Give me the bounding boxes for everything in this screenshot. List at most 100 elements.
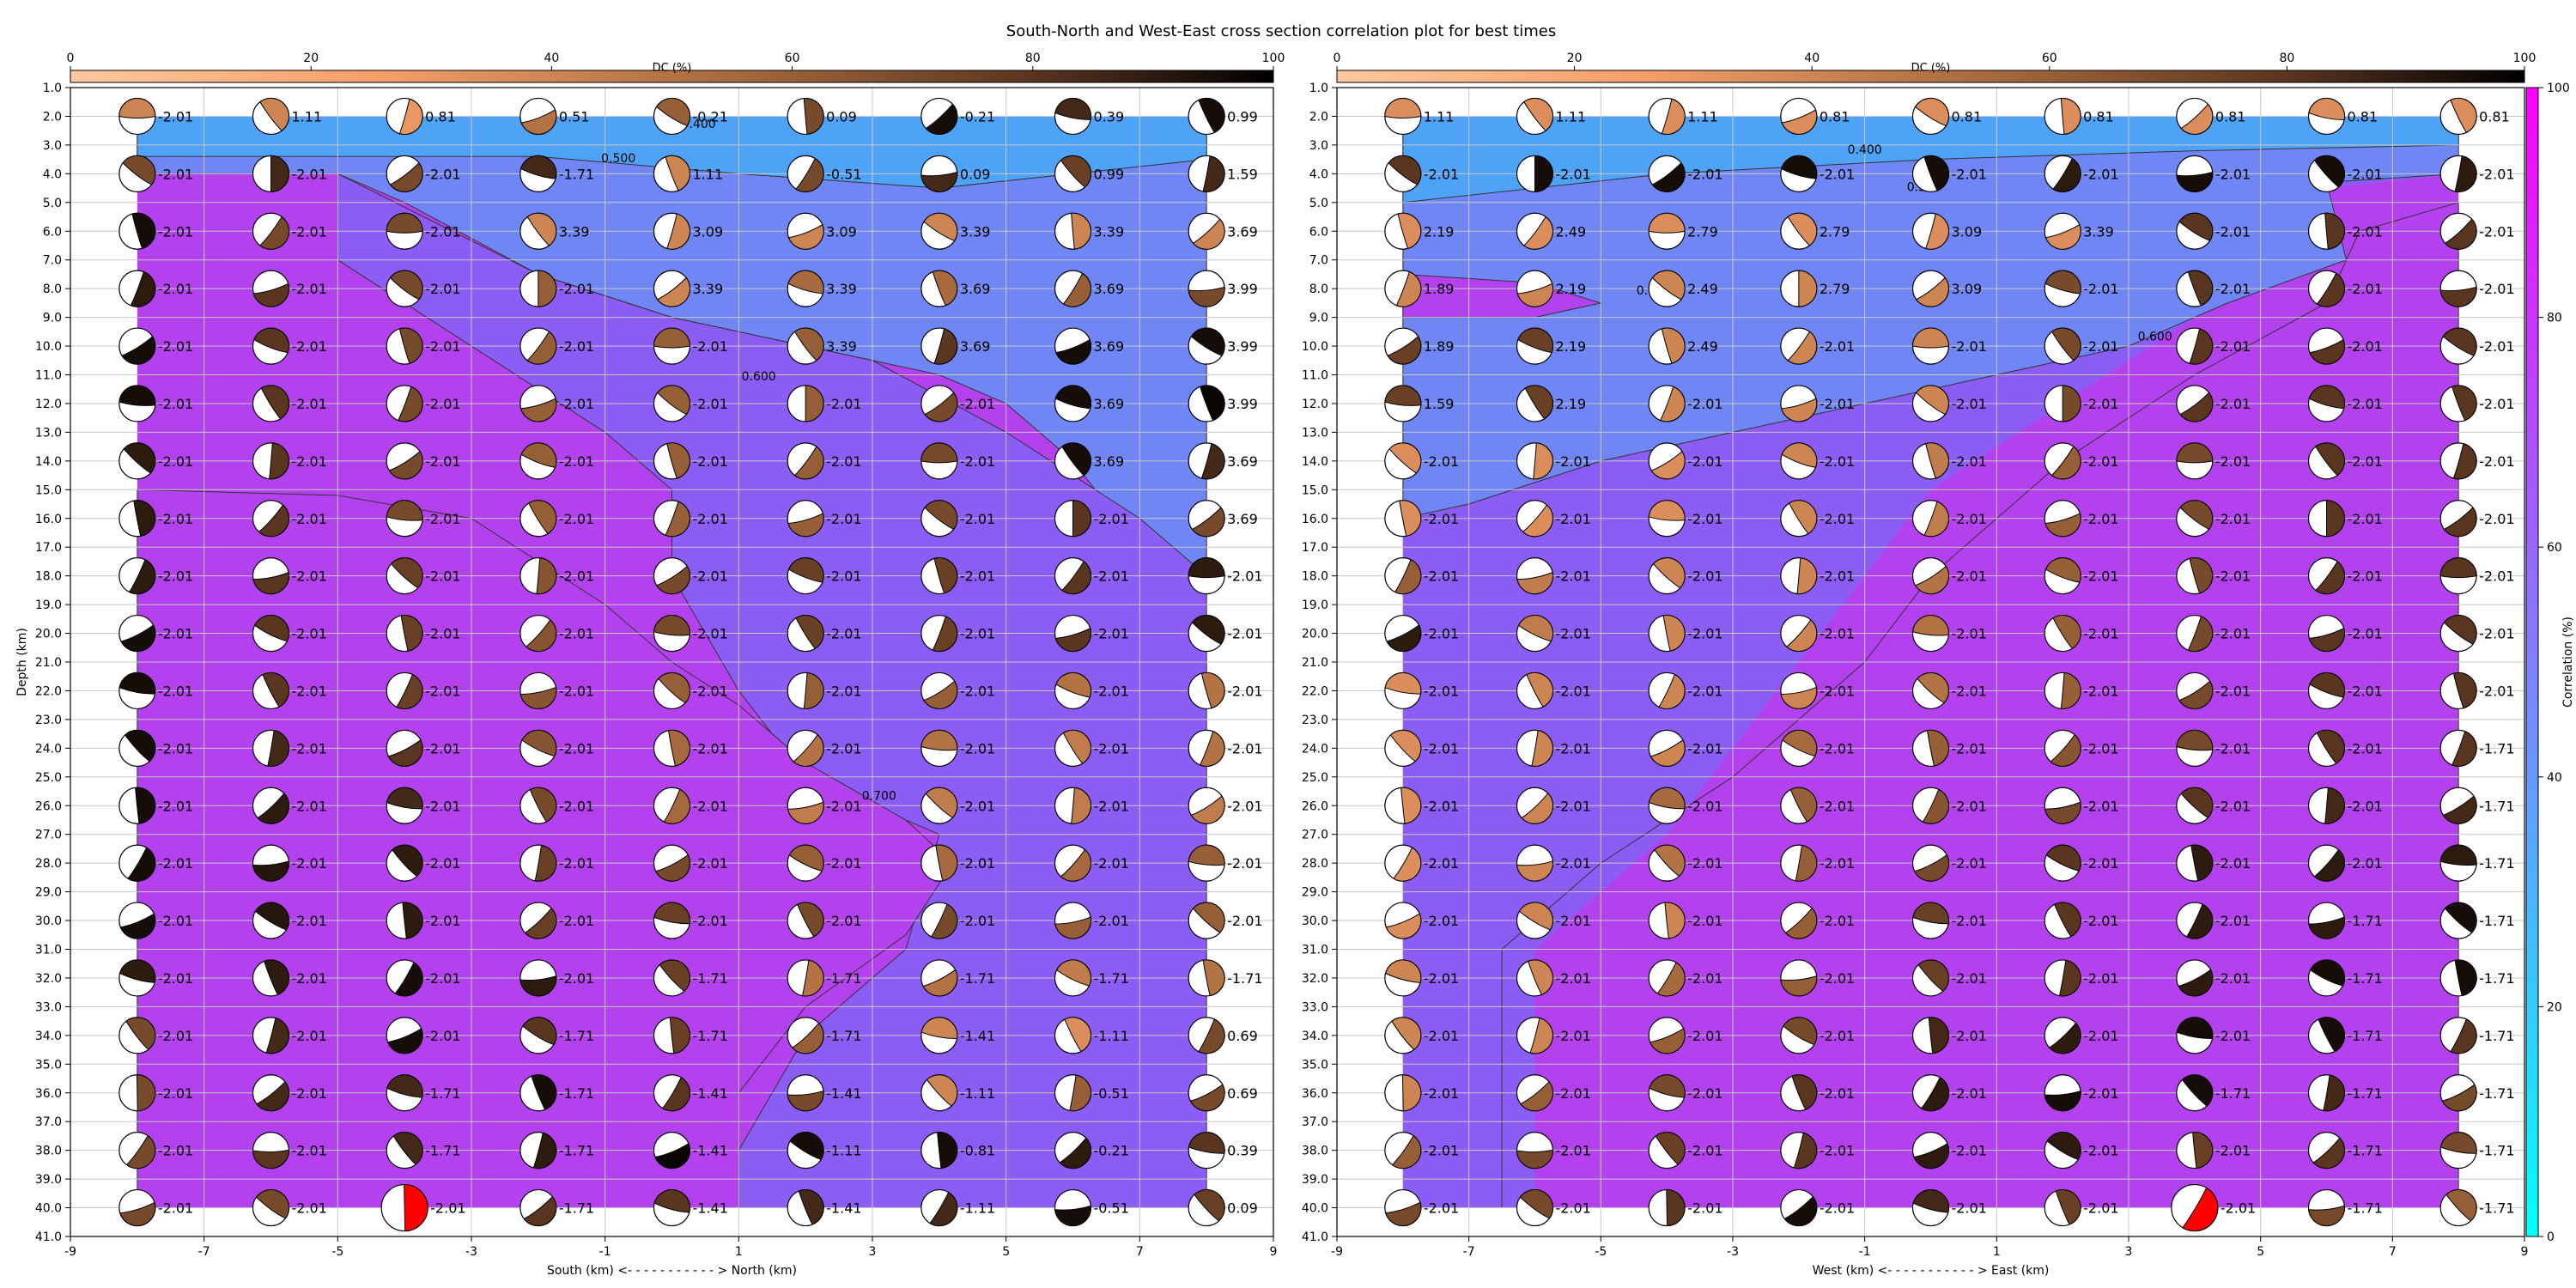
time-label: -2.01 [425, 798, 460, 814]
beachball [1911, 959, 1950, 997]
beachball [118, 327, 156, 365]
beachball [1648, 1188, 1686, 1227]
beachball [1516, 1074, 1554, 1112]
time-label: -2.01 [158, 281, 193, 297]
y-tick-label: 19.0 [1302, 598, 1328, 612]
y-tick-label: 31.0 [35, 944, 62, 957]
time-label: -2.01 [1424, 568, 1459, 585]
x-tick-label: 9 [1270, 1245, 1278, 1259]
time-label: -2.01 [559, 683, 594, 699]
beachball [519, 902, 557, 939]
time-label: -2.01 [292, 166, 327, 182]
y-tick-label: 36.0 [1302, 1087, 1328, 1101]
time-label: -2.01 [425, 396, 460, 412]
beachball [2176, 97, 2214, 136]
time-label: -2.01 [1687, 855, 1722, 872]
time-label: 1.11 [292, 108, 323, 125]
time-label: -2.01 [693, 740, 728, 756]
beachball [2307, 385, 2346, 422]
time-label: -2.01 [1952, 683, 1987, 699]
beachball [920, 212, 958, 250]
time-label: -2.01 [826, 855, 861, 872]
beachball [519, 844, 557, 882]
beachball [118, 787, 156, 824]
beachball [1384, 1132, 1422, 1170]
contour-label: 0.400 [1848, 143, 1882, 157]
time-label: -2.01 [158, 740, 193, 756]
time-label: -1.41 [693, 1200, 728, 1217]
time-label: -2.01 [1556, 740, 1591, 756]
beachball [2439, 155, 2477, 192]
time-label: -2.01 [2083, 740, 2118, 756]
time-label: -2.01 [1556, 798, 1591, 814]
time-label: -1.71 [425, 1085, 460, 1102]
beachball [118, 1017, 156, 1054]
beachball [1516, 500, 1554, 538]
beachball [2176, 614, 2214, 653]
beachball [519, 1188, 557, 1227]
time-label: -2.01 [2215, 396, 2251, 412]
beachball [1054, 97, 1092, 136]
y-tick-label: 38.0 [35, 1145, 62, 1158]
time-label: -2.01 [425, 223, 460, 240]
corr-tick-label: 40 [2547, 771, 2562, 785]
time-label: -2.01 [559, 338, 594, 355]
beachball [787, 1074, 824, 1112]
y-tick-label: 35.0 [1302, 1058, 1328, 1072]
time-label: 3.69 [960, 338, 991, 355]
time-label: -2.01 [1952, 913, 1987, 929]
beachball [1516, 729, 1554, 767]
beachball [920, 729, 958, 767]
beachball [386, 1074, 423, 1112]
beachball [519, 212, 557, 250]
beachball [1516, 671, 1554, 710]
time-label: -2.01 [425, 683, 460, 699]
beachball [2439, 557, 2477, 595]
beachball [386, 902, 423, 939]
time-label: -2.01 [1424, 683, 1459, 699]
time-label: -2.01 [559, 626, 594, 642]
beachball [252, 385, 290, 422]
time-label: -1.71 [960, 970, 995, 987]
time-label: -2.01 [1556, 1200, 1591, 1217]
y-tick-label: 13.0 [1302, 426, 1328, 440]
beachball [1054, 270, 1092, 307]
time-label: 2.19 [1556, 396, 1587, 412]
time-label: 0.81 [1952, 108, 1983, 125]
beachball [1516, 212, 1554, 250]
beachball [2439, 729, 2477, 767]
beachball [1516, 327, 1554, 365]
time-label: -2.01 [425, 453, 460, 470]
beachball [1780, 500, 1818, 538]
time-label: -2.01 [2215, 338, 2251, 355]
time-label: 3.99 [1227, 338, 1258, 355]
x-tick-label: -9 [64, 1245, 76, 1259]
x-tick-label: -3 [1727, 1245, 1739, 1259]
y-tick-label: 37.0 [1302, 1115, 1328, 1129]
time-label: -2.01 [1424, 1028, 1459, 1044]
beachball [1648, 385, 1686, 422]
time-label: -1.71 [2348, 1085, 2383, 1102]
beachball [787, 155, 824, 192]
time-label: -1.71 [2479, 1028, 2514, 1044]
dc-tick-label: 100 [1262, 52, 1285, 65]
time-label: -2.01 [1556, 683, 1591, 699]
beachball [519, 500, 557, 538]
time-label: -2.01 [1094, 568, 1129, 585]
time-label: -1.71 [559, 1143, 594, 1159]
y-tick-label: 26.0 [1302, 799, 1328, 813]
time-label: -2.01 [2348, 166, 2383, 182]
time-label: -2.01 [826, 740, 861, 756]
time-label: 0.81 [425, 108, 456, 125]
y-tick-label: 17.0 [1302, 541, 1328, 555]
beachball [1054, 1188, 1092, 1227]
time-label: -1.71 [826, 970, 861, 987]
time-label: -1.71 [2348, 1028, 2383, 1044]
time-label: -2.01 [1952, 1143, 1987, 1159]
time-label: -2.01 [826, 913, 861, 929]
time-label: -2.01 [158, 338, 193, 355]
beachball [118, 1074, 156, 1112]
time-label: -2.01 [960, 740, 995, 756]
beachball [1384, 1017, 1422, 1054]
beachball [2439, 385, 2477, 422]
